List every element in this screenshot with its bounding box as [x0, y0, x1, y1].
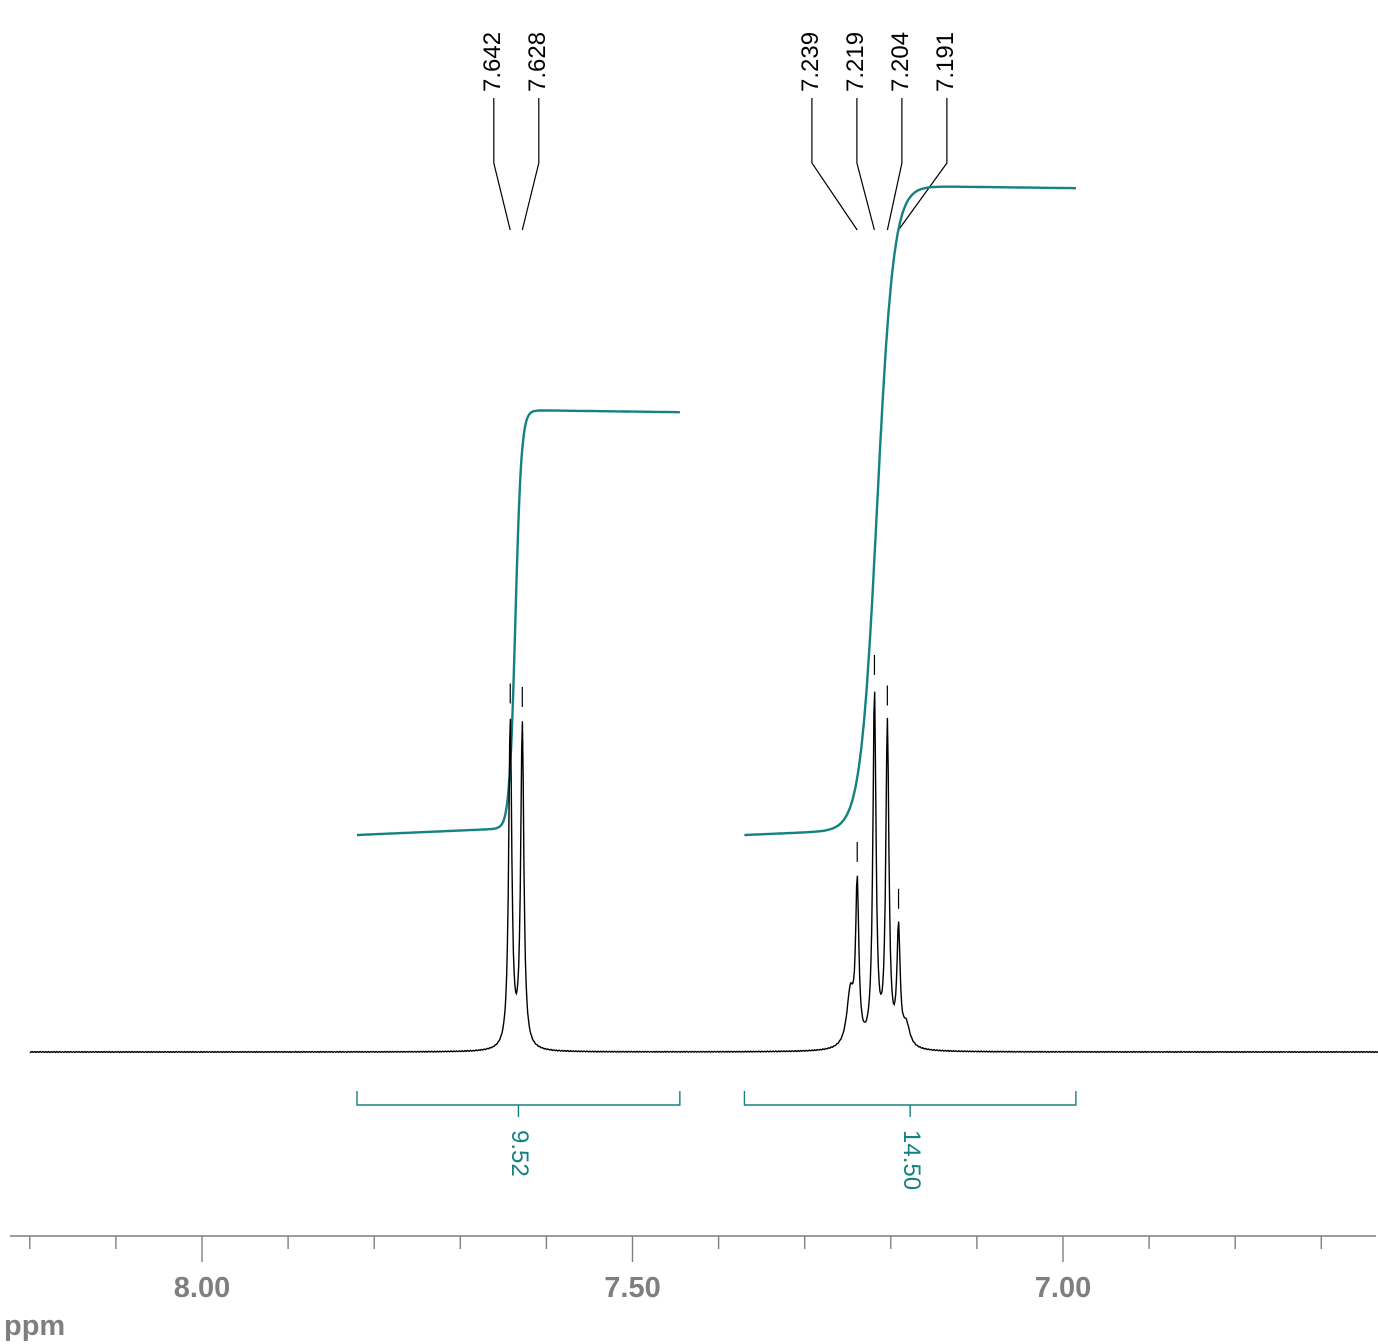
peak-label-5: 7.191: [932, 32, 959, 92]
peak-label-4: 7.204: [887, 32, 914, 92]
tick-label-2: 7.00: [1035, 1272, 1091, 1304]
tick-label-1: 7.50: [604, 1272, 660, 1304]
peak-leader-2: [811, 98, 858, 231]
x-axis: 8.00 7.50 7.00: [10, 1235, 1376, 1304]
integral-curves: [357, 185, 1076, 837]
integral-bracket-1: [743, 1091, 1077, 1117]
peak-markers: [509, 654, 900, 909]
peak-labels: 7.642 7.628 7.239 7.219 7.204 7.191: [479, 32, 959, 231]
peak-label-3: 7.219: [842, 32, 869, 92]
tick-label-0: 8.00: [174, 1272, 230, 1304]
integral-curve-1: [744, 185, 1076, 837]
peak-label-2: 7.239: [797, 32, 824, 92]
integral-brackets: 9.52 14.50: [356, 1091, 1077, 1190]
peak-leader-1: [521, 98, 540, 231]
x-axis-unit-label: ppm: [4, 1310, 65, 1342]
integral-curve-0: [357, 409, 680, 837]
peak-leader-3: [856, 98, 875, 231]
peak-leader-0: [493, 98, 511, 231]
integral-bracket-0: [356, 1091, 681, 1117]
peak-label-1: 7.628: [524, 32, 551, 92]
peak-leader-4: [886, 98, 903, 231]
peak-label-0: 7.642: [479, 32, 506, 92]
integral-value-1: 14.50: [898, 1130, 925, 1190]
peak-leader-5: [898, 98, 948, 231]
integral-value-0: 9.52: [506, 1130, 533, 1177]
spectrum-line: [29, 691, 1378, 1054]
